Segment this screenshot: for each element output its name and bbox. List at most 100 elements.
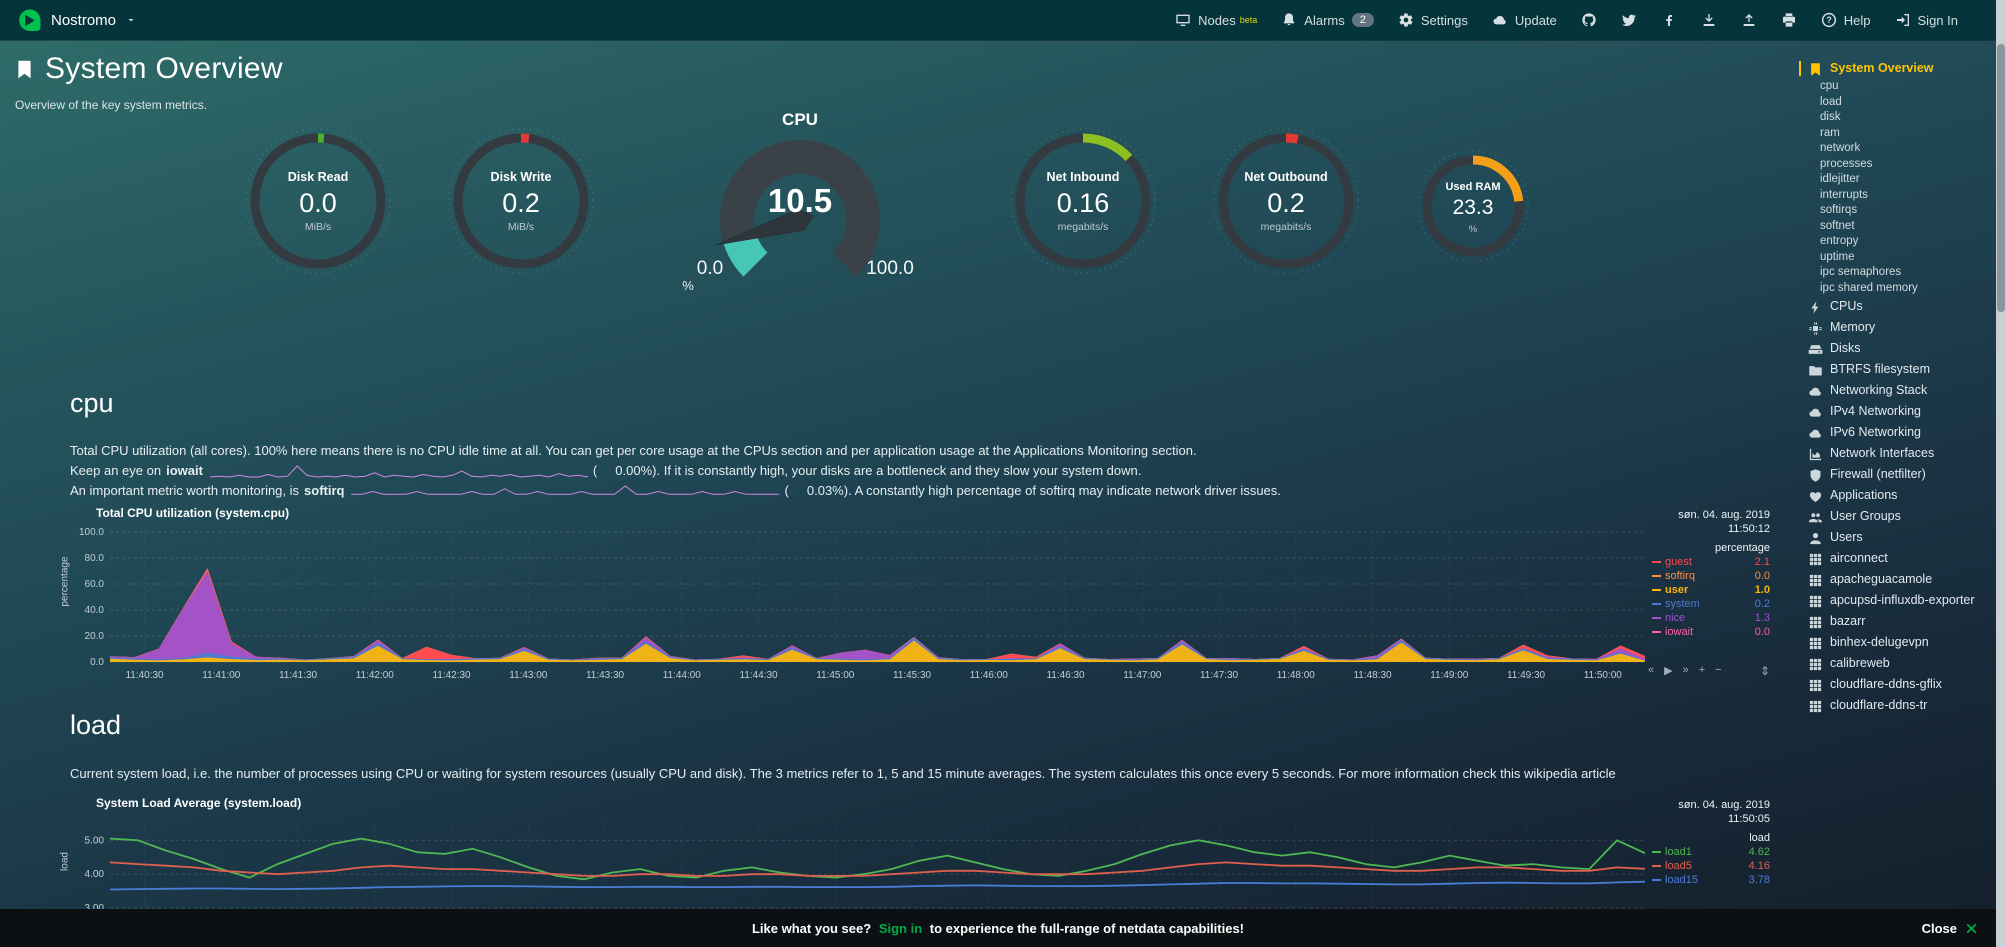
nav-item-help[interactable]: ? Help — [1821, 12, 1871, 28]
sidebar-item-users[interactable]: Users — [1798, 527, 1998, 548]
toolbox-play-button[interactable]: ▶ — [1664, 665, 1673, 677]
gauge-canvas: 10.5 0.0 100.0% — [682, 140, 914, 293]
sidebar-subitem-cpu[interactable]: cpu — [1820, 80, 1839, 92]
sidebar-subitem-processes[interactable]: processes — [1820, 157, 1873, 170]
sidebar-item-calibreweb[interactable]: calibreweb — [1798, 653, 1998, 674]
sidebar-item-disks[interactable]: Disks — [1798, 338, 1998, 359]
nav-item-print[interactable] — [1781, 12, 1797, 28]
nav-item-nodes[interactable]: Nodes beta — [1175, 12, 1257, 28]
sidebar-item-apacheguacamole[interactable]: apacheguacamole — [1798, 569, 1998, 590]
easypiechart-canvas: Disk Read 0.0 MiB/s — [245, 128, 391, 274]
alarm-count-badge: 2 — [1351, 13, 1374, 27]
sidebar-subitem-interrupts[interactable]: interrupts — [1820, 188, 1868, 201]
sidebar-item-cloudflare-ddns-gflix[interactable]: cloudflare-ddns-gflix — [1798, 674, 1998, 695]
sidebar-subitem-ram[interactable]: ram — [1820, 126, 1840, 139]
series-system — [110, 637, 1645, 662]
legend-row-nice[interactable]: nice 1.3 — [1652, 611, 1770, 625]
legend-row-guest[interactable]: guest 2.1 — [1652, 555, 1770, 569]
x-tick-label: 11:47:30 — [1200, 670, 1239, 681]
legend-row-load1[interactable]: load1 4.62 — [1652, 845, 1770, 859]
sign-in-link[interactable]: Sign in — [878, 920, 923, 936]
heart-icon — [1808, 489, 1823, 504]
cpu-chart[interactable]: Total CPU utilization (system.cpu) percen… — [56, 506, 1771, 702]
sidebar-item-binhex-delugevpn[interactable]: binhex-delugevpn — [1798, 632, 1998, 653]
nav-item-alarms[interactable]: Alarms 2 — [1281, 12, 1374, 28]
legend-value: 0.0 — [1754, 570, 1770, 582]
sidebar-item-firewall-netfilter[interactable]: Firewall (netfilter) — [1798, 464, 1998, 485]
sidebar-item-applications[interactable]: Applications — [1798, 485, 1998, 506]
sidebar-item-bazarr[interactable]: bazarr — [1798, 611, 1998, 632]
legend-row-load15[interactable]: load15 3.78 — [1652, 873, 1770, 887]
pie-value: 23.3 — [1453, 196, 1494, 219]
nav-item-import[interactable] — [1701, 12, 1717, 28]
tick-ring — [1417, 150, 1529, 262]
bolt-icon — [1808, 300, 1823, 315]
softirq-sparkline[interactable] — [350, 484, 780, 498]
easypiechart-disk-read[interactable]: Disk Read 0.0 MiB/s — [243, 126, 393, 276]
softirq-note: An important metric worth monitoring, is… — [70, 483, 1281, 498]
legend-row-iowait[interactable]: iowait 0.0 — [1652, 625, 1770, 639]
sidebar-subitem-load[interactable]: load — [1820, 95, 1842, 108]
x-tick-label: 11:43:30 — [586, 670, 625, 681]
sidebar-item-system-overview[interactable]: System Overview — [1798, 58, 1998, 79]
sidebar-item-cloudflare-ddns-tr[interactable]: cloudflare-ddns-tr — [1798, 695, 1998, 716]
sidebar-item-memory[interactable]: Memory — [1798, 317, 1998, 338]
sidebar-item-airconnect[interactable]: airconnect — [1798, 548, 1998, 569]
cpu-chart-canvas[interactable]: 11:40:30 11:41:00 11:41:30 11:42:00 11:42:30… — [70, 522, 1650, 690]
sidebar-subitem-idlejitter[interactable]: idlejitter — [1820, 173, 1860, 185]
sidebar-subitem-softirqs[interactable]: softirqs — [1820, 204, 1858, 216]
toolbox-zoom-out-button[interactable]: − — [1715, 664, 1722, 676]
grid-icon — [1808, 678, 1823, 693]
banner-close-button[interactable]: Close — [1922, 921, 1978, 936]
sidebar-subitem-network[interactable]: network — [1820, 142, 1861, 154]
legend-row-user[interactable]: user 1.0 — [1652, 583, 1770, 597]
pie-value: 0.0 — [299, 188, 337, 218]
legend-row-load5[interactable]: load5 4.16 — [1652, 859, 1770, 873]
nav-item-export[interactable] — [1741, 12, 1757, 28]
x-tick-label: 11:49:00 — [1430, 670, 1469, 681]
x-tick-label: 11:41:30 — [279, 670, 318, 681]
legend-swatch — [1652, 603, 1661, 605]
section-heading-cpu[interactable]: cpu — [70, 388, 114, 418]
legend-row-system[interactable]: system 0.2 — [1652, 597, 1770, 611]
sidebar-subitem-uptime[interactable]: uptime — [1820, 250, 1855, 263]
easypiechart-canvas: Disk Write 0.2 MiB/s — [448, 128, 594, 274]
section-heading-load[interactable]: load — [70, 710, 122, 740]
sidebar-item-networking-stack[interactable]: Networking Stack — [1798, 380, 1998, 401]
easypiechart-net-inbound[interactable]: Net Inbound 0.16 megabits/s — [1008, 126, 1158, 276]
gauge-cpu[interactable]: CPU 10.5 0.0 100.0% — [650, 110, 950, 293]
legend-row-softirq[interactable]: softirq 0.0 — [1652, 569, 1770, 583]
sidebar-subitem-disk[interactable]: disk — [1820, 111, 1841, 123]
sidebar-item-ipv4-networking[interactable]: IPv4 Networking — [1798, 401, 1998, 422]
sidebar-item-network-interfaces[interactable]: Network Interfaces — [1798, 443, 1998, 464]
sidebar-subitem-ipc-semaphores[interactable]: ipc semaphores — [1820, 266, 1902, 278]
series-nice — [110, 571, 1645, 662]
easypiechart-used-ram[interactable]: Used RAM 23.3% — [1415, 148, 1531, 264]
iowait-sparkline[interactable] — [209, 464, 589, 478]
sidebar-item-user-groups[interactable]: User Groups — [1798, 506, 1998, 527]
sidebar-item-cpus[interactable]: CPUs — [1798, 296, 1998, 317]
top-navbar: Nostromo Nodes beta Alarms 2 Settings Update?… — [0, 0, 2006, 40]
toolbox-zoom-in-button[interactable]: + — [1698, 664, 1706, 676]
nav-item-twitter[interactable] — [1621, 12, 1637, 28]
scrollbar-thumb[interactable] — [1997, 44, 2005, 312]
sidebar-item-apcupsd-influxdb-exporter[interactable]: apcupsd-influxdb-exporter — [1798, 590, 1998, 611]
easypiechart-net-outbound[interactable]: Net Outbound 0.2 megabits/s — [1211, 126, 1361, 276]
nav-item-signin[interactable]: Sign In — [1895, 12, 1958, 28]
sidebar-subitem-ipc-shared-memory[interactable]: ipc shared memory — [1820, 281, 1918, 294]
sidebar-item-ipv6-networking[interactable]: IPv6 Networking — [1798, 422, 1998, 443]
sidebar-item-btrfs-filesystem[interactable]: BTRFS filesystem — [1798, 359, 1998, 380]
toolbox-rewind-button[interactable]: « — [1648, 664, 1655, 676]
page-scrollbar[interactable] — [1996, 0, 2006, 947]
sidebar-subitem-entropy[interactable]: entropy — [1820, 235, 1859, 247]
toolbox-forward-button[interactable]: » — [1682, 664, 1689, 676]
node-selector[interactable]: Nostromo — [18, 8, 137, 32]
easypiechart-disk-write[interactable]: Disk Write 0.2 MiB/s — [446, 126, 596, 276]
chart-resize-handle[interactable]: ⇕ — [1760, 664, 1771, 678]
banner-text-pre: Like what you see? — [751, 920, 872, 936]
nav-item-facebook[interactable] — [1661, 12, 1677, 28]
sidebar-subitem-softnet[interactable]: softnet — [1820, 219, 1855, 232]
nav-item-update[interactable]: Update — [1492, 12, 1557, 28]
nav-item-settings[interactable]: Settings — [1398, 12, 1468, 28]
nav-item-github[interactable] — [1581, 12, 1597, 28]
